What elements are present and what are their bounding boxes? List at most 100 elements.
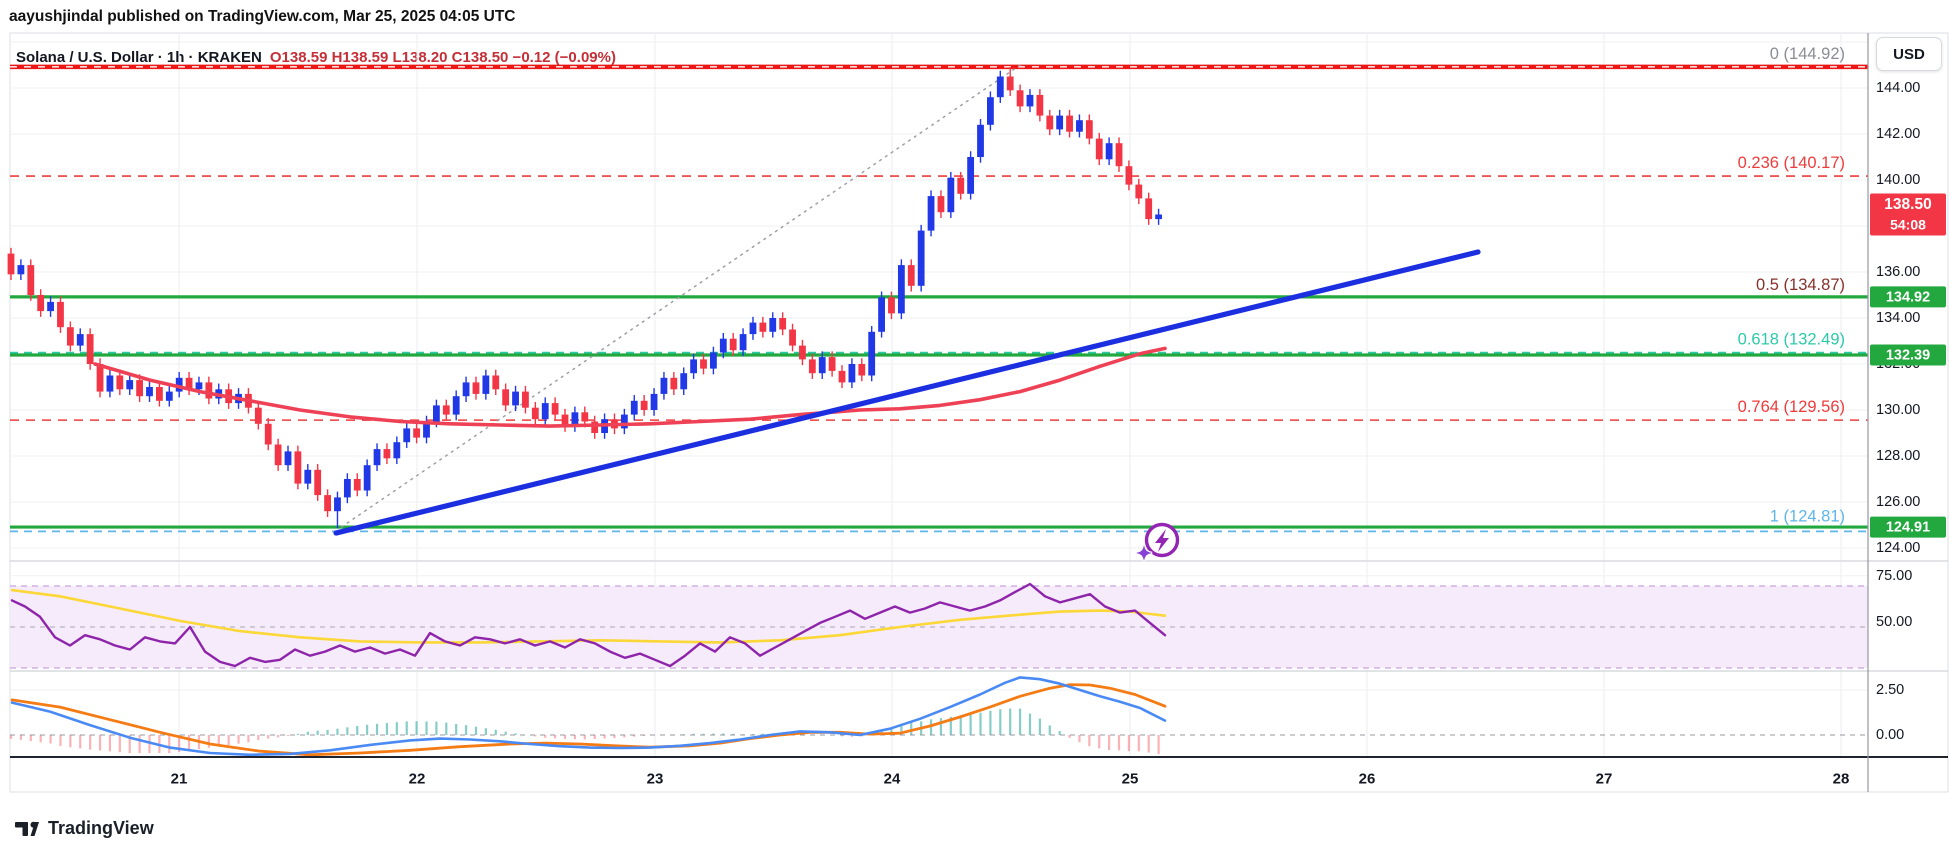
- horizontal-levels: [10, 64, 1868, 533]
- candle-body: [393, 442, 401, 459]
- candle-body: [719, 338, 727, 353]
- candle-body: [1135, 184, 1143, 199]
- time-tick-label: 22: [409, 771, 426, 788]
- candle-body: [700, 359, 707, 369]
- candle-body: [403, 428, 411, 443]
- candle-body: [86, 334, 94, 364]
- tradingview-logo-icon: [15, 821, 39, 836]
- tradingview-logo[interactable]: TradingView: [14, 815, 154, 841]
- time-tick-label: 26: [1359, 771, 1376, 788]
- price-level-badge: [1870, 286, 1946, 308]
- candle-body: [531, 407, 539, 420]
- candle-body: [175, 377, 183, 392]
- candle-body: [620, 414, 628, 429]
- candle-body: [235, 393, 242, 404]
- rsi-tick-label: 75.00: [1876, 568, 1912, 584]
- candle-body: [660, 377, 668, 394]
- macd-tick-label: 2.50: [1876, 682, 1904, 698]
- fib-level-label: 0.764 (129.56): [1738, 398, 1845, 416]
- flash-event-icon[interactable]: [1135, 522, 1180, 562]
- candle-body: [502, 389, 510, 406]
- fib-level-label: 0 (144.92): [1770, 45, 1845, 63]
- candle-body: [1006, 76, 1014, 91]
- candle-body: [967, 157, 975, 194]
- candle-body: [126, 380, 134, 390]
- candle-body: [66, 327, 74, 346]
- grid-layer: [9, 32, 1949, 793]
- candle-body: [225, 389, 233, 404]
- candle-body: [868, 331, 876, 376]
- candlestick-series[interactable]: [7, 66, 1162, 529]
- dotted-trend-connector: [340, 63, 1023, 528]
- candle-body: [1095, 138, 1103, 160]
- candle-body: [957, 177, 965, 194]
- candle-body: [1026, 94, 1034, 107]
- ascending-trendline[interactable]: [333, 249, 1481, 536]
- candle-body: [591, 421, 599, 433]
- candle-body: [304, 469, 312, 484]
- price-level-badge-text: 134.92: [1886, 289, 1930, 305]
- candle-body: [57, 301, 64, 328]
- price-tick-label: 142.00: [1876, 126, 1920, 142]
- candle-body: [947, 177, 955, 213]
- candle-body: [1036, 94, 1044, 116]
- chart-legend[interactable]: Solana / U.S. Dollar · 1h · KRAKEN O138.5…: [16, 49, 616, 66]
- candle-body: [264, 423, 272, 445]
- chart-frame: [9, 32, 1949, 793]
- candle-body: [650, 393, 658, 410]
- tradingview-logo-text: TradingView: [48, 817, 154, 838]
- time-tick-label: 25: [1122, 771, 1139, 788]
- candle-body: [185, 377, 193, 390]
- candle-body: [907, 265, 915, 286]
- published-attribution: aayushjindal published on TradingView.co…: [9, 8, 516, 25]
- candle-body: [897, 265, 905, 314]
- candle-body: [284, 451, 292, 466]
- candle-body: [828, 357, 836, 371]
- candle-body: [611, 419, 618, 429]
- macd-signal-line: [10, 683, 1167, 757]
- candle-body: [937, 196, 945, 213]
- candle-body: [373, 449, 381, 466]
- price-tick-label: 130.00: [1876, 402, 1920, 418]
- candle-body: [799, 345, 806, 360]
- candle-body: [1076, 120, 1083, 132]
- fib-level-label: 0.236 (140.17): [1738, 154, 1845, 172]
- price-level-badge-text: 132.39: [1886, 348, 1930, 364]
- price-level-badge: [1870, 344, 1946, 366]
- candle-body: [729, 338, 737, 351]
- candle-body: [165, 391, 173, 401]
- price-tick-label: 124.00: [1876, 540, 1920, 556]
- candle-body: [571, 412, 579, 427]
- bar-countdown: 54:08: [1890, 217, 1926, 233]
- fib-level-label: 0.618 (132.49): [1738, 331, 1845, 349]
- candle-body: [17, 265, 25, 275]
- price-axis[interactable]: 144.00 142.00 140.00 136.00 134.00 132.00 130.…: [1870, 80, 1946, 743]
- candle-body: [808, 359, 816, 374]
- candle-body: [7, 253, 15, 275]
- candle-body: [789, 329, 796, 346]
- last-price-badge: [1870, 193, 1946, 236]
- candle-body: [1056, 115, 1064, 130]
- macd-tick-label: 0.00: [1876, 727, 1904, 743]
- candle-body: [432, 405, 440, 422]
- macd-histogram: [9, 708, 1160, 755]
- candle-body: [848, 364, 856, 383]
- lightning-bolt-icon: [1155, 529, 1169, 552]
- candle-body: [116, 375, 124, 390]
- currency-toggle-badge[interactable]: USD: [1876, 37, 1942, 71]
- time-axis[interactable]: 21 22 23 24 25 26 27 28: [171, 771, 1850, 788]
- candle-body: [551, 403, 559, 415]
- candle-body: [1145, 198, 1153, 220]
- candle-body: [492, 375, 500, 390]
- candle-body: [888, 297, 895, 314]
- candle-body: [1115, 143, 1123, 167]
- candle-body: [996, 76, 1004, 98]
- symbol-title[interactable]: Solana / U.S. Dollar · 1h · KRAKEN: [16, 49, 262, 66]
- candle-body: [215, 389, 223, 399]
- rsi-ma-line: [10, 588, 1167, 644]
- candle-body: [769, 318, 777, 332]
- candle-body: [670, 377, 678, 390]
- candle-body: [838, 370, 846, 383]
- candle-body: [690, 359, 698, 374]
